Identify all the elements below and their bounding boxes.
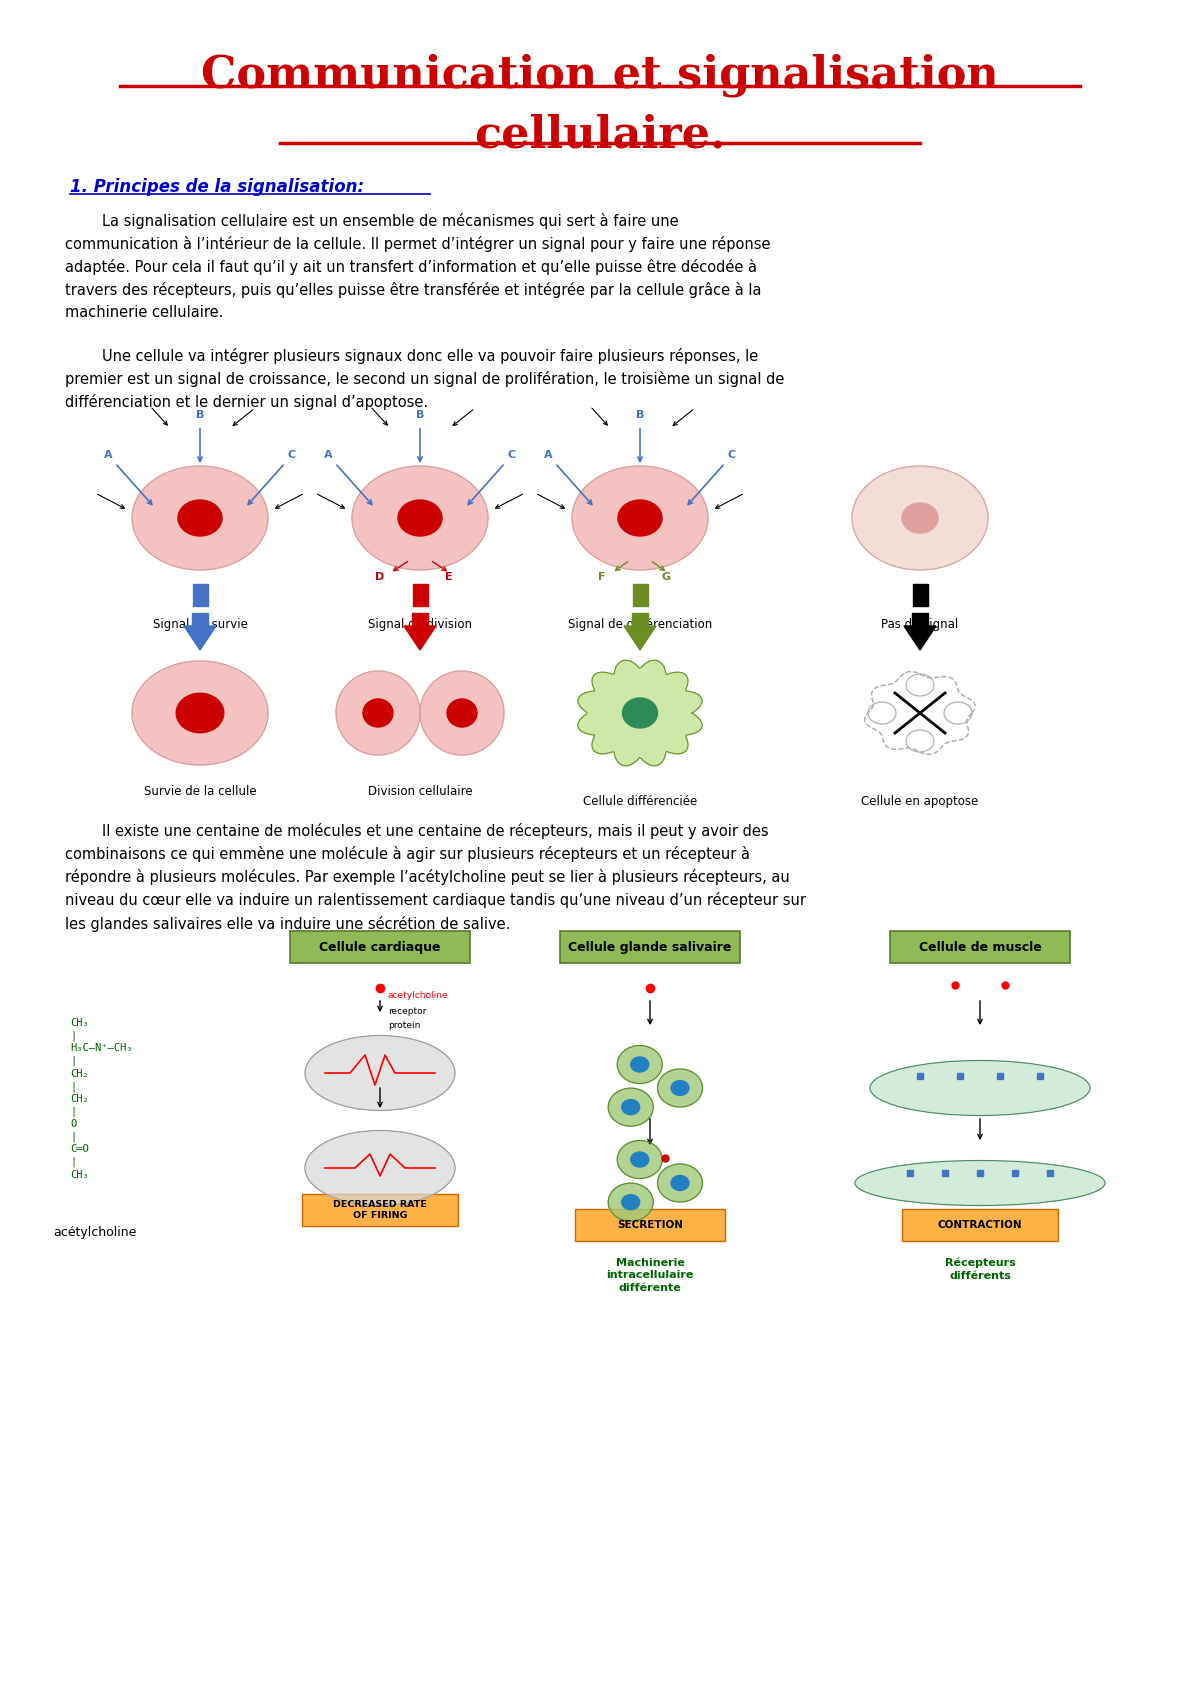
Ellipse shape bbox=[132, 465, 268, 571]
Ellipse shape bbox=[623, 698, 658, 728]
Polygon shape bbox=[192, 613, 208, 627]
Ellipse shape bbox=[671, 1080, 689, 1095]
FancyBboxPatch shape bbox=[575, 1209, 725, 1241]
Text: B: B bbox=[196, 409, 204, 419]
Text: Cellule différenciée: Cellule différenciée bbox=[583, 795, 697, 808]
Ellipse shape bbox=[420, 671, 504, 756]
Text: Une cellule va intégrer plusieurs signaux donc elle va pouvoir faire plusieurs r: Une cellule va intégrer plusieurs signau… bbox=[65, 348, 785, 411]
Text: Signal de survie: Signal de survie bbox=[152, 618, 247, 632]
Ellipse shape bbox=[608, 1184, 653, 1221]
Ellipse shape bbox=[617, 1141, 662, 1178]
Polygon shape bbox=[904, 627, 936, 650]
Ellipse shape bbox=[854, 1160, 1105, 1206]
Text: Signal de différenciation: Signal de différenciation bbox=[568, 618, 712, 632]
FancyBboxPatch shape bbox=[560, 931, 740, 963]
Ellipse shape bbox=[176, 693, 224, 734]
Text: Pas de signal: Pas de signal bbox=[881, 618, 959, 632]
Text: B: B bbox=[636, 409, 644, 419]
Polygon shape bbox=[578, 661, 702, 766]
Text: Cellule glande salivaire: Cellule glande salivaire bbox=[569, 941, 732, 954]
Text: Cellule de muscle: Cellule de muscle bbox=[919, 941, 1042, 954]
Ellipse shape bbox=[364, 700, 394, 727]
Ellipse shape bbox=[618, 499, 662, 537]
Text: Machinerie
intracellulaire
différente: Machinerie intracellulaire différente bbox=[606, 1258, 694, 1292]
Text: SECRETION: SECRETION bbox=[617, 1219, 683, 1229]
Ellipse shape bbox=[658, 1070, 702, 1107]
Text: CH₃
|
H₃C—N⁺—CH₃
|
CH₂
|
CH₂
|
O
|
C═O
|
CH₃: CH₃ | H₃C—N⁺—CH₃ | CH₂ | CH₂ | O | C═O |… bbox=[70, 1019, 132, 1180]
Text: Signal de division: Signal de division bbox=[368, 618, 472, 632]
Text: F: F bbox=[598, 572, 606, 582]
Text: E: E bbox=[445, 572, 452, 582]
Polygon shape bbox=[412, 613, 428, 627]
Ellipse shape bbox=[572, 465, 708, 571]
Ellipse shape bbox=[671, 1175, 689, 1190]
Polygon shape bbox=[912, 613, 928, 627]
Ellipse shape bbox=[906, 730, 934, 752]
Ellipse shape bbox=[336, 671, 420, 756]
Text: Communication et signalisation: Communication et signalisation bbox=[202, 53, 998, 97]
Ellipse shape bbox=[352, 465, 488, 571]
Text: C: C bbox=[728, 450, 736, 460]
Polygon shape bbox=[632, 613, 648, 627]
Polygon shape bbox=[624, 627, 656, 650]
Text: Cellule en apoptose: Cellule en apoptose bbox=[862, 795, 979, 808]
Bar bbox=[912, 584, 928, 606]
Ellipse shape bbox=[305, 1036, 455, 1110]
Ellipse shape bbox=[870, 1061, 1090, 1116]
FancyBboxPatch shape bbox=[890, 931, 1070, 963]
FancyBboxPatch shape bbox=[302, 1194, 458, 1226]
Ellipse shape bbox=[631, 1151, 649, 1167]
Text: 1. Principes de la signalisation:: 1. Principes de la signalisation: bbox=[70, 178, 364, 195]
Ellipse shape bbox=[906, 674, 934, 696]
Text: Récepteurs
différents: Récepteurs différents bbox=[944, 1258, 1015, 1280]
Text: D: D bbox=[374, 572, 384, 582]
Text: cellulaire.: cellulaire. bbox=[474, 114, 726, 156]
FancyBboxPatch shape bbox=[290, 931, 470, 963]
Polygon shape bbox=[404, 627, 436, 650]
Text: G: G bbox=[662, 572, 671, 582]
Text: Division cellulaire: Division cellulaire bbox=[367, 784, 473, 798]
Text: A: A bbox=[103, 450, 113, 460]
Ellipse shape bbox=[617, 1046, 662, 1083]
Polygon shape bbox=[865, 672, 976, 754]
Ellipse shape bbox=[132, 661, 268, 766]
Polygon shape bbox=[184, 627, 216, 650]
Ellipse shape bbox=[446, 700, 478, 727]
Ellipse shape bbox=[944, 701, 972, 723]
Text: B: B bbox=[416, 409, 424, 419]
Ellipse shape bbox=[631, 1058, 649, 1071]
Text: C: C bbox=[288, 450, 296, 460]
Ellipse shape bbox=[305, 1131, 455, 1206]
Text: acetylcholine: acetylcholine bbox=[388, 990, 449, 1000]
Text: CONTRACTION: CONTRACTION bbox=[937, 1219, 1022, 1229]
Text: La signalisation cellulaire est un ensemble de mécanismes qui sert à faire une
c: La signalisation cellulaire est un ensem… bbox=[65, 212, 770, 319]
Ellipse shape bbox=[608, 1088, 653, 1126]
Text: acétylcholine: acétylcholine bbox=[53, 1226, 137, 1240]
Text: A: A bbox=[544, 450, 552, 460]
Text: Survie de la cellule: Survie de la cellule bbox=[144, 784, 257, 798]
FancyBboxPatch shape bbox=[902, 1209, 1058, 1241]
Ellipse shape bbox=[852, 465, 988, 571]
Text: protein: protein bbox=[388, 1020, 420, 1029]
Bar bbox=[192, 584, 208, 606]
Text: receptor: receptor bbox=[388, 1007, 426, 1015]
Text: Il existe une centaine de molécules et une centaine de récepteurs, mais il peut : Il existe une centaine de molécules et u… bbox=[65, 824, 806, 932]
Text: C: C bbox=[508, 450, 516, 460]
Text: DECREASED RATE
OF FIRING: DECREASED RATE OF FIRING bbox=[334, 1200, 427, 1219]
Ellipse shape bbox=[658, 1165, 702, 1202]
Ellipse shape bbox=[622, 1195, 640, 1209]
Bar bbox=[413, 584, 427, 606]
Text: A: A bbox=[324, 450, 332, 460]
Ellipse shape bbox=[178, 499, 222, 537]
Bar bbox=[632, 584, 648, 606]
Ellipse shape bbox=[622, 1100, 640, 1114]
Text: Cellule cardiaque: Cellule cardiaque bbox=[319, 941, 440, 954]
Ellipse shape bbox=[868, 701, 896, 723]
Ellipse shape bbox=[398, 499, 442, 537]
Ellipse shape bbox=[902, 503, 938, 533]
